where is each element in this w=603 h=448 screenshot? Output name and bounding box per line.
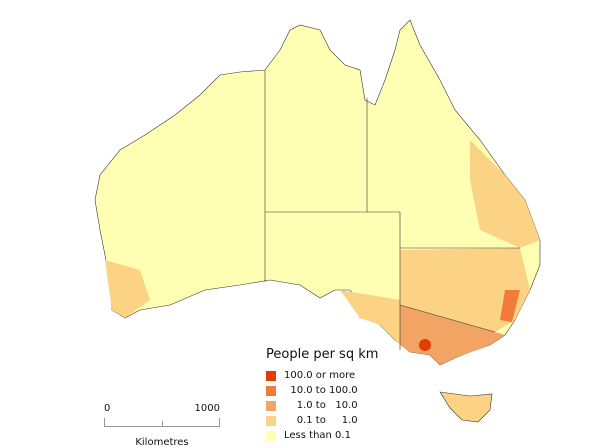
southwest-wa-density-region — [105, 260, 150, 318]
scale-start: 0 — [104, 403, 111, 414]
scale-line — [104, 418, 220, 427]
nsw-vic-border — [399, 304, 496, 333]
scale-bar: 0 1000 Kilometres — [104, 403, 220, 448]
tasmania — [439, 391, 493, 423]
legend-item: 100.0 or more — [266, 368, 378, 383]
scale-labels: 0 1000 — [104, 403, 220, 414]
legend-swatch — [266, 430, 276, 441]
legend-label: 10.0 to 100.0 — [284, 385, 358, 396]
legend-title: People per sq km — [266, 347, 379, 362]
legend-swatch — [266, 385, 276, 396]
scale-midpoint-tick — [162, 421, 163, 426]
legend: People per sq km 100.0 or more 10.0 to 1… — [266, 347, 378, 443]
legend-label: 0.1 to 1.0 — [284, 415, 358, 426]
legend-swatch — [266, 400, 276, 411]
legend-swatch — [266, 415, 276, 426]
legend-label: 1.0 to 10.0 — [284, 400, 358, 411]
south-australia-density-region — [340, 290, 400, 345]
nsw-density-region — [400, 248, 530, 332]
queensland-coast-density-region — [470, 140, 540, 248]
legend-item: 1.0 to 10.0 — [266, 398, 378, 413]
state-borders — [264, 70, 520, 350]
scale-end: 1000 — [194, 403, 220, 414]
legend-item: 0.1 to 1.0 — [266, 413, 378, 428]
dense-regions — [105, 140, 540, 365]
sydney-density-region — [500, 290, 520, 322]
legend-item: 10.0 to 100.0 — [266, 383, 378, 398]
legend-swatch — [266, 370, 276, 381]
legend-label: Less than 0.1 — [284, 430, 351, 441]
melbourne-density-marker — [419, 339, 431, 351]
legend-item: Less than 0.1 — [266, 428, 378, 443]
legend-label: 100.0 or more — [284, 370, 356, 381]
